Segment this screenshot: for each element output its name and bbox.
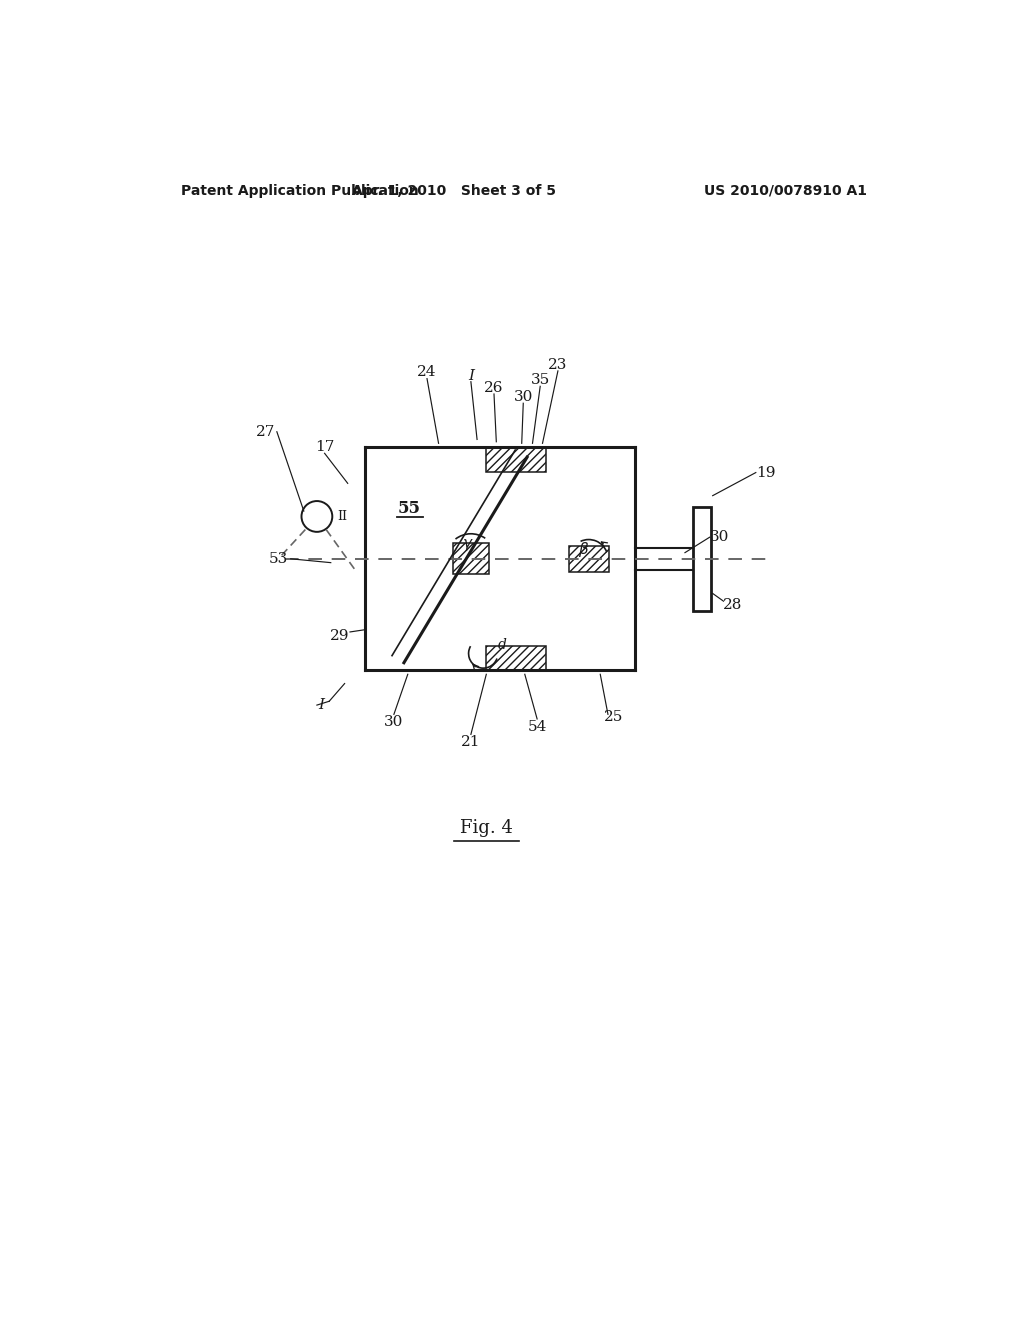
Text: 17: 17 [315,440,334,454]
Text: 54: 54 [527,719,547,734]
Text: 23: 23 [548,358,567,372]
Text: 19: 19 [756,466,775,479]
Text: 24: 24 [417,366,437,379]
Text: 35: 35 [530,374,550,387]
Text: II: II [338,510,348,523]
Text: Apr. 1, 2010   Sheet 3 of 5: Apr. 1, 2010 Sheet 3 of 5 [352,183,556,198]
Bar [485,645,546,671]
Text: 26: 26 [484,381,504,395]
Text: 21: 21 [461,735,480,748]
Text: 55: 55 [397,500,421,517]
Text: Fig. 4: Fig. 4 [460,820,513,837]
Text: US 2010/0078910 A1: US 2010/0078910 A1 [703,183,866,198]
Text: 30: 30 [384,715,403,729]
Text: I: I [468,368,474,383]
Text: 30: 30 [710,531,729,544]
Text: 27: 27 [256,425,275,438]
Text: 25: 25 [604,710,624,723]
Text: 29: 29 [331,628,350,643]
Text: 30: 30 [514,391,532,404]
Text: 28: 28 [723,598,742,612]
Text: I: I [318,698,325,711]
Bar [692,507,711,611]
Bar [568,545,608,572]
Text: $\gamma$: $\gamma$ [462,537,474,553]
Text: 53: 53 [268,552,288,566]
Text: Patent Application Publication: Patent Application Publication [180,183,419,198]
Bar [454,544,488,574]
Text: $\beta$: $\beta$ [578,540,589,560]
Bar [485,447,546,471]
Text: d: d [498,638,506,652]
